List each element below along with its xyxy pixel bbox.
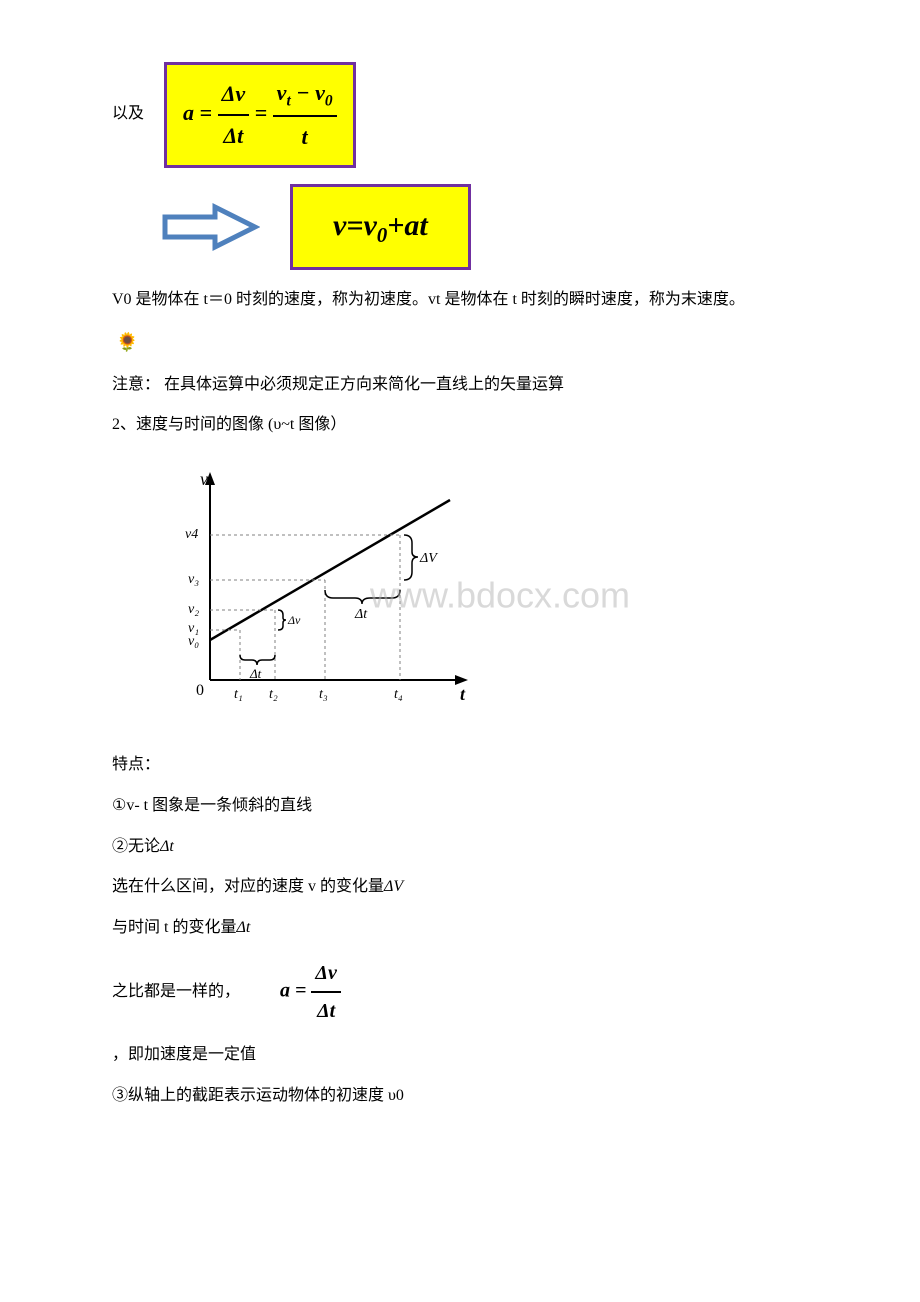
formula1-frac2-top: vt − v0	[273, 73, 337, 117]
formula1-frac2: vt − v0 t	[273, 73, 337, 157]
f3-lhs: a	[280, 980, 290, 1002]
f2-a: a	[404, 209, 419, 242]
ytick-v4: v4	[185, 527, 198, 542]
sub-0: 0	[325, 92, 333, 109]
f3-top: Δv	[311, 955, 340, 993]
minus: −	[296, 80, 309, 105]
feat2d-pre: 之比都是一样的，	[80, 978, 240, 1007]
brace-dv2	[404, 535, 418, 580]
formula1-frac1-top: Δv	[218, 74, 250, 116]
xtick-t3: t₃	[319, 687, 328, 702]
brace-dt1	[240, 655, 275, 665]
origin-label: 0	[196, 682, 204, 699]
formula1-frac1: Δv Δt	[218, 74, 250, 155]
feat2d-row: 之比都是一样的， a = Δv Δt	[80, 955, 840, 1029]
brace-dt2	[325, 590, 400, 604]
equals: =	[200, 100, 218, 125]
vt-line	[210, 500, 450, 640]
paragraph-v0: V0 是物体在 t＝0 时刻的速度，称为初速度。vt 是物体在 t 时刻的瞬时速…	[80, 286, 840, 315]
f2-v: v	[333, 209, 346, 242]
ytick-v2: v₂	[188, 602, 199, 617]
paragraph-feat2: ②无论Δt	[80, 833, 840, 862]
label-dt1: Δt	[249, 666, 262, 681]
v-t: v	[277, 80, 287, 105]
feat2-dt: Δt	[160, 838, 174, 855]
feat2c-dt: Δt	[236, 919, 250, 936]
flower-icon: 🌻	[116, 326, 840, 358]
acceleration-formula-box: a = Δv Δt = vt − v0 t	[164, 62, 356, 168]
feat2b-pre: 选在什么区间，对应的速度 v 的变化量	[112, 878, 384, 895]
arrow-formula-row: v=v0+at	[80, 184, 840, 270]
f2-t: t	[419, 209, 427, 242]
paragraph-feature: 特点：	[80, 751, 840, 780]
xtick-t2: t₂	[269, 687, 278, 702]
y-axis-label: v	[200, 469, 208, 489]
brace-dv1	[278, 610, 286, 630]
formula1-frac2-bot: t	[273, 117, 337, 157]
prefix-text: 以及	[80, 100, 144, 129]
formula1-frac1-bot: Δt	[218, 116, 250, 156]
sub-t: t	[286, 92, 290, 109]
feat2-pre: ②无论	[112, 838, 160, 855]
paragraph-feat2b: 选在什么区间，对应的速度 v 的变化量ΔV	[80, 873, 840, 902]
vt-chart-svg: Δt Δv Δt ΔV v t 0 v4 v₃ v₂ v₁ v₀ t₁ t₂ t…	[160, 460, 480, 720]
f3-frac: Δv Δt	[311, 955, 340, 1029]
feat2b-dv: ΔV	[384, 878, 403, 895]
paragraph-note: 注意： 在具体运算中必须规定正方向来简化一直线上的矢量运算	[80, 371, 840, 400]
f3-bot: Δt	[311, 993, 340, 1029]
paragraph-feat2e: ，即加速度是一定值	[80, 1041, 840, 1070]
xtick-t1: t₁	[234, 687, 243, 702]
ytick-v0: v₀	[188, 634, 199, 649]
f2-v0: v	[363, 209, 376, 242]
paragraph-feat1: ①v- t 图象是一条倾斜的直线	[80, 792, 840, 821]
formula3: a = Δv Δt	[280, 955, 341, 1029]
arrow-icon	[160, 202, 260, 252]
xtick-t4: t₄	[394, 687, 403, 702]
velocity-formula-box: v=v0+at	[290, 184, 471, 270]
vt-chart: Δt Δv Δt ΔV v t 0 v4 v₃ v₂ v₁ v₀ t₁ t₂ t…	[160, 460, 840, 731]
paragraph-section2: 2、速度与时间的图像 (υ~t 图像）	[80, 411, 840, 440]
label-dt2: Δt	[354, 607, 368, 622]
v-0: v	[315, 80, 325, 105]
paragraph-feat2c: 与时间 t 的变化量Δt	[80, 914, 840, 943]
f2-v0-sub: 0	[377, 223, 388, 247]
label-dv1: Δv	[287, 613, 301, 627]
equals: =	[255, 100, 273, 125]
feat2c-pre: 与时间 t 的变化量	[112, 919, 236, 936]
paragraph-feat3: ③纵轴上的截距表示运动物体的初速度 υ0	[80, 1082, 840, 1111]
ytick-v3: v₃	[188, 572, 199, 587]
formula1-lhs: a	[183, 100, 194, 125]
f2-plus: +	[387, 209, 404, 242]
f3-eq: =	[295, 980, 311, 1002]
x-axis-label: t	[460, 684, 466, 704]
f2-eq: =	[346, 209, 363, 242]
label-dv2: ΔV	[419, 551, 438, 566]
